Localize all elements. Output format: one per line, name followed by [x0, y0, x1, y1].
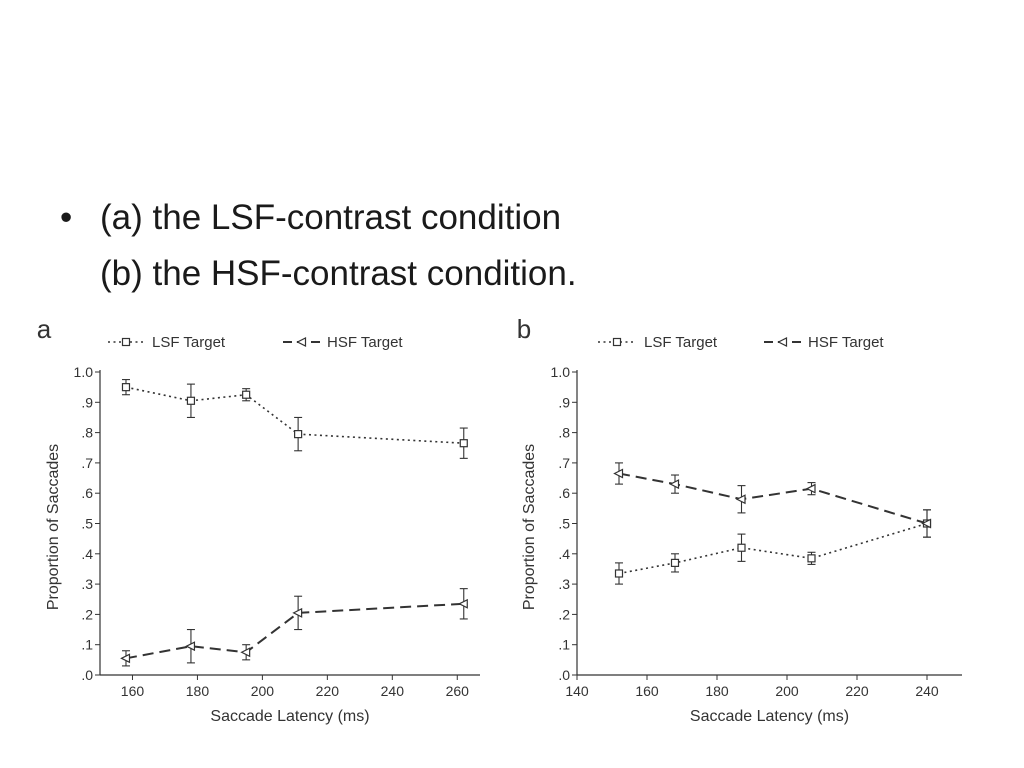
y-tick-label: .5	[81, 516, 93, 532]
x-tick-label: 220	[845, 683, 869, 699]
y-tick-label: .7	[81, 455, 93, 471]
data-point	[120, 653, 131, 664]
y-tick-label: .0	[558, 667, 570, 683]
y-tick-label: 1.0	[551, 364, 571, 380]
y-tick-label: .8	[558, 425, 570, 441]
y-tick-label: .3	[558, 576, 570, 592]
x-tick-label: 220	[316, 683, 340, 699]
data-point	[613, 468, 624, 479]
series-lsf-target	[614, 509, 932, 585]
x-axis-label: Saccade Latency (ms)	[690, 708, 849, 725]
x-tick-label: 200	[251, 683, 275, 699]
y-tick-label: .2	[558, 606, 570, 622]
series-line	[618, 522, 928, 575]
y-tick-label: .1	[558, 637, 570, 653]
data-point	[186, 396, 196, 405]
data-point	[614, 569, 624, 578]
slide-bullet: • (a) the LSF-contrast condition (b) the…	[60, 190, 577, 302]
y-axis-label: Proportion of Saccades	[521, 444, 538, 610]
legend-marker	[121, 337, 131, 347]
chart-panel-b: b .0 .1 .2 .3 .4 .5 .6 .7 .8 .9 1.0 140 160 180 200 220 2…	[517, 314, 962, 725]
data-point	[121, 383, 131, 392]
y-tick-label: .0	[81, 667, 93, 683]
x-tick-label: 160	[635, 683, 659, 699]
series-hsf-target	[120, 588, 468, 667]
data-point	[294, 430, 303, 439]
data-point	[737, 543, 746, 552]
legend-label: LSF Target	[152, 334, 226, 351]
x-tick-label: 240	[381, 683, 405, 699]
bullet-marker: •	[60, 198, 73, 237]
y-tick-label: .9	[558, 394, 570, 410]
x-tick-label: 260	[446, 683, 470, 699]
x-tick-label: 200	[775, 683, 799, 699]
chart-panel-a: a .0 .1 .2 .3 .4 .5 .6 .7 .8 .9 1.0 160 180 200 220 240 2…	[37, 314, 480, 725]
y-tick-label: .6	[558, 485, 570, 501]
data-point	[735, 494, 746, 505]
series-line	[618, 472, 928, 525]
data-point	[805, 483, 816, 494]
legend-label: LSF Target	[644, 334, 718, 351]
x-tick-label: 180	[186, 683, 210, 699]
y-tick-label: .5	[558, 516, 570, 532]
y-tick-label: .8	[81, 425, 93, 441]
series-lsf-target	[121, 379, 468, 459]
data-point	[185, 641, 196, 652]
y-tick-label: 1.0	[74, 364, 94, 380]
data-point	[807, 554, 816, 563]
data-point	[459, 439, 468, 448]
y-tick-label: .3	[81, 576, 93, 592]
panel-label: a	[37, 314, 52, 344]
y-tick-label: .6	[81, 485, 93, 501]
y-tick-label: .4	[81, 546, 93, 562]
data-point	[242, 390, 251, 399]
data-point	[457, 598, 468, 609]
y-tick-label: .4	[558, 546, 570, 562]
panel-label: b	[517, 314, 531, 344]
x-tick-label: 160	[121, 683, 145, 699]
legend-marker	[777, 337, 788, 347]
y-axis-label: Proportion of Saccades	[45, 444, 62, 610]
x-axis-label: Saccade Latency (ms)	[210, 708, 369, 725]
legend-label: HSF Target	[808, 334, 884, 351]
legend-marker	[296, 337, 307, 347]
x-tick-label: 140	[565, 683, 589, 699]
series-hsf-target	[613, 462, 932, 538]
data-point	[669, 479, 680, 490]
legend-marker	[612, 337, 622, 347]
x-tick-label: 180	[705, 683, 729, 699]
y-tick-label: .1	[81, 637, 93, 653]
data-point	[240, 647, 251, 658]
x-tick-label: 240	[915, 683, 939, 699]
data-point	[921, 518, 932, 529]
data-point	[292, 607, 303, 618]
y-tick-label: .7	[558, 455, 570, 471]
bullet-line-1: (a) the LSF-contrast condition	[100, 198, 562, 237]
legend-label: HSF Target	[327, 334, 403, 351]
data-point	[670, 558, 680, 567]
y-tick-label: .2	[81, 606, 93, 622]
bullet-line-2: (b) the HSF-contrast condition.	[100, 254, 577, 293]
y-tick-label: .9	[81, 394, 93, 410]
